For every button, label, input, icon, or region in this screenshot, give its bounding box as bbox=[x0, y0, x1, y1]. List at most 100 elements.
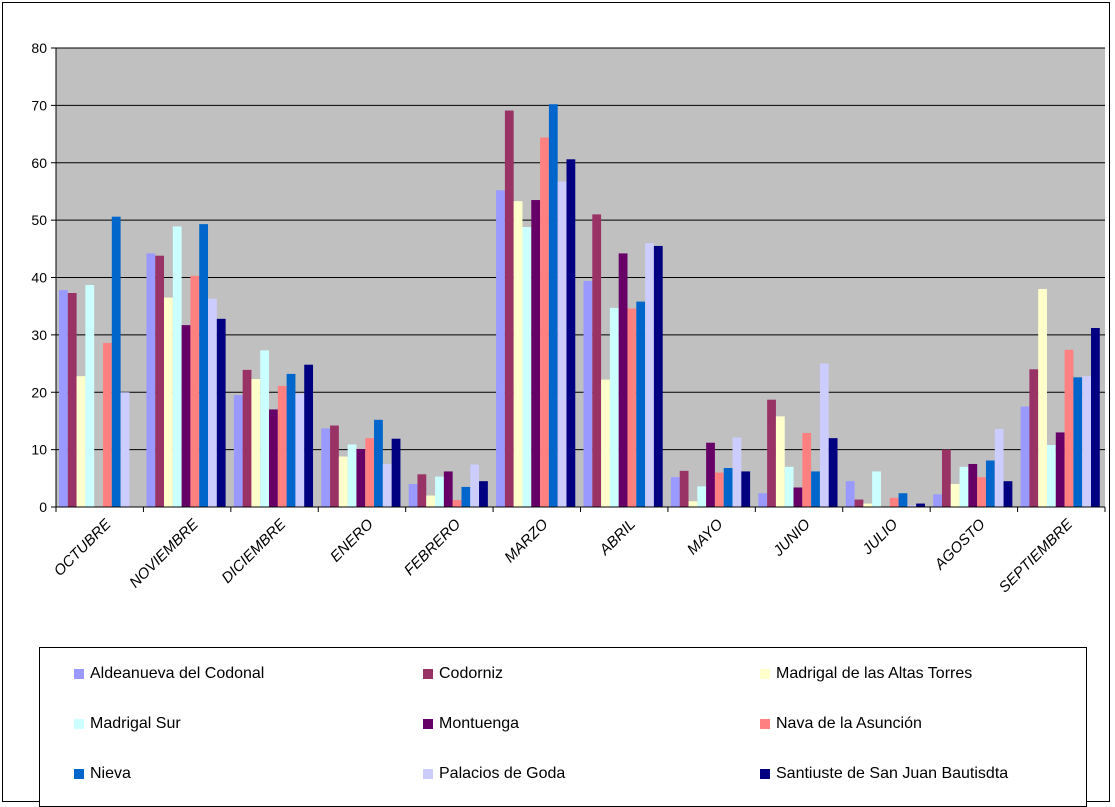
bar bbox=[295, 393, 305, 507]
legend-item: Codorniz bbox=[423, 663, 503, 685]
bar bbox=[889, 497, 899, 507]
bar bbox=[941, 449, 951, 507]
y-tick-label: 20 bbox=[31, 384, 47, 400]
bar bbox=[636, 301, 646, 507]
legend-swatch bbox=[760, 719, 770, 729]
bar bbox=[504, 110, 514, 507]
bar bbox=[199, 224, 209, 508]
legend-swatch bbox=[74, 769, 84, 779]
legend-item: Santiuste de San Juan Bautisdta bbox=[760, 763, 1008, 785]
bar bbox=[872, 471, 881, 507]
bar bbox=[443, 471, 453, 507]
bar bbox=[985, 460, 995, 507]
legend-item: Nava de la Asunción bbox=[760, 713, 922, 735]
bar bbox=[540, 137, 549, 507]
bar bbox=[645, 243, 654, 507]
x-tick-label: NOVIEMBRE bbox=[126, 515, 202, 591]
bar bbox=[758, 493, 768, 507]
bar bbox=[907, 505, 917, 507]
bar bbox=[741, 471, 751, 507]
bar bbox=[391, 438, 401, 507]
bar bbox=[601, 379, 610, 507]
bar bbox=[706, 442, 715, 507]
bar bbox=[531, 200, 541, 507]
bar bbox=[277, 385, 287, 507]
bar-chart: 0 10 20 30 40 50 60 70 80 OCTUBRE NOVIEMBRE DICIEM… bbox=[31, 40, 1106, 596]
bar bbox=[85, 284, 95, 507]
bar bbox=[618, 253, 628, 507]
bar bbox=[120, 392, 130, 507]
bar bbox=[784, 466, 794, 507]
legend-item: Palacios de Goda bbox=[423, 763, 565, 785]
bar bbox=[1073, 377, 1083, 507]
bar bbox=[557, 181, 567, 507]
legend-label: Montuenga bbox=[439, 715, 520, 732]
legend-swatch bbox=[423, 719, 433, 729]
bar bbox=[1038, 288, 1047, 507]
bar bbox=[470, 464, 480, 507]
legend-label: Madrigal Sur bbox=[90, 715, 181, 732]
legend-swatch bbox=[423, 769, 433, 779]
bar bbox=[1090, 327, 1100, 507]
legend-label: Aldeanueva del Codonal bbox=[90, 665, 265, 682]
legend-label: Palacios de Goda bbox=[439, 765, 566, 782]
bar bbox=[688, 501, 698, 507]
legend-label: Nieva bbox=[90, 765, 131, 782]
bar bbox=[811, 471, 820, 507]
bar bbox=[365, 438, 375, 507]
bar bbox=[548, 104, 558, 507]
bar bbox=[863, 503, 873, 507]
bar bbox=[775, 416, 785, 507]
x-tick-label: JULIO bbox=[858, 516, 901, 559]
bar bbox=[609, 307, 619, 507]
bar bbox=[304, 364, 314, 507]
legend-label: Santiuste de San Juan Bautisdta bbox=[776, 765, 1009, 782]
x-tick-label: FEBRERO bbox=[401, 516, 465, 580]
bar bbox=[269, 409, 278, 507]
bar bbox=[496, 190, 505, 508]
y-tick-label: 70 bbox=[31, 97, 47, 113]
bar bbox=[452, 500, 462, 507]
legend-label: Nava de la Asunción bbox=[776, 715, 922, 732]
bar bbox=[513, 201, 523, 507]
bar bbox=[1020, 406, 1030, 507]
bar bbox=[146, 253, 156, 507]
bar bbox=[347, 444, 357, 507]
bar bbox=[1046, 445, 1056, 507]
bar bbox=[828, 438, 838, 507]
bar bbox=[155, 255, 165, 507]
x-tick-label: ABRIL bbox=[596, 516, 639, 559]
legend-label: Codorniz bbox=[439, 665, 504, 682]
x-tick-label: MARZO bbox=[501, 516, 552, 567]
bar bbox=[767, 399, 776, 507]
x-tick-label: ENERO bbox=[327, 516, 377, 566]
bar bbox=[933, 494, 942, 507]
bar bbox=[286, 373, 296, 507]
bar bbox=[845, 481, 855, 507]
y-tick-label: 0 bbox=[39, 499, 47, 515]
bar bbox=[461, 486, 471, 507]
y-tick-label: 30 bbox=[31, 327, 47, 343]
x-tick-label: MAYO bbox=[684, 516, 727, 559]
bar bbox=[479, 481, 488, 507]
legend-swatch bbox=[760, 669, 770, 679]
bar bbox=[714, 472, 724, 507]
x-tick-label: OCTUBRE bbox=[51, 515, 116, 580]
bar bbox=[374, 419, 383, 507]
bar bbox=[356, 449, 366, 507]
bar bbox=[103, 342, 112, 507]
bar bbox=[321, 428, 331, 507]
bar bbox=[679, 470, 689, 507]
bar bbox=[583, 280, 593, 507]
legend: Aldeanueva del Codonal Codorniz Madrigal d… bbox=[39, 647, 1087, 807]
bar bbox=[111, 216, 121, 507]
bar bbox=[697, 486, 707, 507]
bar bbox=[916, 503, 925, 507]
bar bbox=[653, 245, 663, 507]
bar bbox=[732, 437, 742, 507]
bar bbox=[382, 463, 392, 507]
y-tick-label: 10 bbox=[31, 442, 47, 458]
bar bbox=[426, 495, 436, 507]
y-tick-labels: 0 10 20 30 40 50 60 70 80 bbox=[31, 40, 56, 515]
